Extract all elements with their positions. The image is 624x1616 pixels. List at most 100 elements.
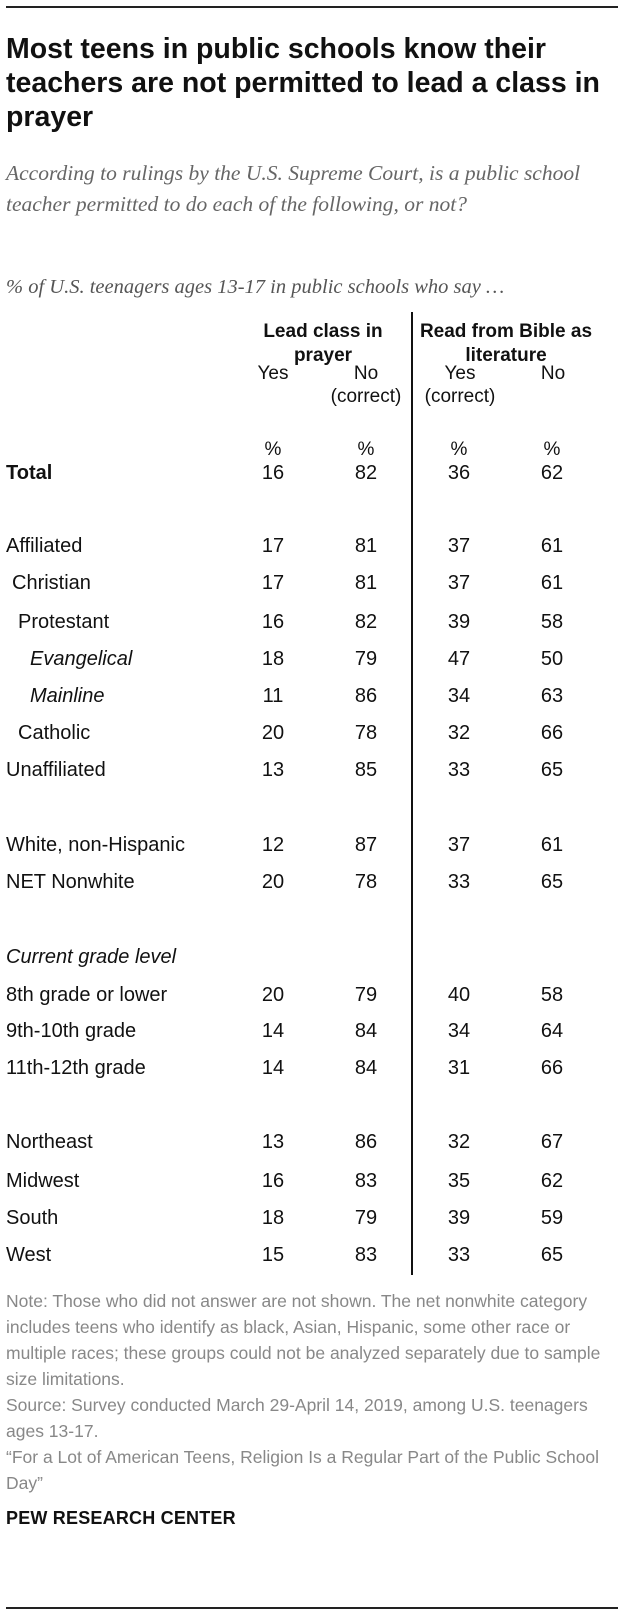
value-read-bible-yes-correct: 32 <box>447 1131 471 1153</box>
value-lead-prayer-no-correct: 79 <box>354 984 378 1006</box>
table-row: Christian 17 81 37 61 <box>0 568 624 598</box>
column-header-3-line2: (correct) <box>424 386 496 407</box>
table-row: 11th-12th grade 14 84 31 66 <box>0 1053 624 1083</box>
value-read-bible-yes-correct: 32 <box>447 722 471 744</box>
percent-unit-4: % <box>543 439 561 460</box>
note-text: Note: Those who did not answer are not s… <box>6 1291 601 1389</box>
value-lead-prayer-no-correct: 81 <box>354 572 378 594</box>
value-read-bible-no: 62 <box>540 462 564 484</box>
row-label: Catholic <box>18 722 91 744</box>
table-row: South 18 79 39 59 <box>0 1203 624 1233</box>
value-read-bible-no: 58 <box>540 984 564 1006</box>
value-read-bible-yes-correct: 35 <box>447 1170 471 1192</box>
row-label: West <box>6 1244 52 1266</box>
column-header-3-line1: Yes <box>444 363 476 384</box>
table-row: Total 16 82 36 62 <box>0 458 624 488</box>
value-lead-prayer-yes: 14 <box>261 1057 285 1079</box>
source-text: Source: Survey conducted March 29-April … <box>6 1395 588 1441</box>
report-title-text: “For a Lot of American Teens, Religion I… <box>6 1447 600 1493</box>
row-label: White, non-Hispanic <box>6 834 185 856</box>
value-read-bible-yes-correct: 37 <box>447 834 471 856</box>
value-read-bible-no: 65 <box>540 759 564 781</box>
chart-subtitle: According to rulings by the U.S. Supreme… <box>6 161 581 216</box>
row-label: Northeast <box>6 1131 93 1153</box>
value-read-bible-yes-correct: 39 <box>447 1207 471 1229</box>
value-lead-prayer-yes: 14 <box>261 1020 285 1042</box>
row-label: NET Nonwhite <box>6 871 135 893</box>
row-label: Affiliated <box>6 535 83 557</box>
value-read-bible-yes-correct: 34 <box>447 1020 471 1042</box>
value-lead-prayer-no-correct: 84 <box>354 1020 378 1042</box>
value-read-bible-yes-correct: 33 <box>447 871 471 893</box>
row-label: Unaffiliated <box>6 759 106 781</box>
value-read-bible-no: 61 <box>540 572 564 594</box>
chart-title: Most teens in public schools know their … <box>6 33 600 133</box>
value-read-bible-yes-correct: 33 <box>447 1244 471 1266</box>
value-lead-prayer-no-correct: 81 <box>354 535 378 557</box>
value-lead-prayer-yes: 20 <box>261 871 285 893</box>
organization-name: PEW RESEARCH CENTER <box>6 1508 236 1528</box>
column-divider <box>411 312 413 1275</box>
value-read-bible-no: 67 <box>540 1131 564 1153</box>
value-read-bible-yes-correct: 36 <box>447 462 471 484</box>
value-lead-prayer-no-correct: 86 <box>354 685 378 707</box>
section-label-grade-level: Current grade level <box>6 946 177 968</box>
value-read-bible-no: 61 <box>540 834 564 856</box>
column-header-4-line2: No <box>540 363 566 384</box>
column-group-lead-prayer: Lead class in prayer <box>263 321 383 366</box>
value-read-bible-yes-correct: 31 <box>447 1057 471 1079</box>
column-header-2-line2: (correct) <box>330 386 402 407</box>
table-row: 9th-10th grade 14 84 34 64 <box>0 1016 624 1046</box>
value-lead-prayer-yes: 17 <box>261 535 285 557</box>
table-row: Affiliated 17 81 37 61 <box>0 531 624 561</box>
percent-unit-1: % <box>264 439 282 460</box>
value-lead-prayer-yes: 16 <box>261 611 285 633</box>
table-row: Unaffiliated 13 85 33 65 <box>0 755 624 785</box>
column-header-4: No <box>508 362 598 385</box>
row-label: Christian <box>12 572 91 594</box>
value-lead-prayer-yes: 13 <box>261 1131 285 1153</box>
table-row: Evangelical 18 79 47 50 <box>0 644 624 674</box>
row-label: Total <box>6 462 53 484</box>
column-group-read-bible: Read from Bible as literature <box>419 321 593 366</box>
value-read-bible-no: 65 <box>540 1244 564 1266</box>
table-row: Protestant 16 82 39 58 <box>0 607 624 637</box>
value-lead-prayer-yes: 18 <box>261 1207 285 1229</box>
value-read-bible-yes-correct: 40 <box>447 984 471 1006</box>
value-read-bible-yes-correct: 47 <box>447 648 471 670</box>
value-read-bible-no: 61 <box>540 535 564 557</box>
value-lead-prayer-no-correct: 87 <box>354 834 378 856</box>
column-header-1: Yes <box>228 362 318 385</box>
value-lead-prayer-no-correct: 82 <box>354 462 378 484</box>
row-label: South <box>6 1207 59 1229</box>
value-lead-prayer-yes: 12 <box>261 834 285 856</box>
value-lead-prayer-yes: 17 <box>261 572 285 594</box>
table-row: NET Nonwhite 20 78 33 65 <box>0 867 624 897</box>
table-row: White, non-Hispanic 12 87 37 61 <box>0 830 624 860</box>
value-lead-prayer-no-correct: 83 <box>354 1244 378 1266</box>
top-rule <box>6 6 618 8</box>
column-header-2: No (correct) <box>318 362 414 408</box>
row-label: 11th-12th grade <box>6 1057 146 1079</box>
table-row: 8th grade or lower 20 79 40 58 <box>0 980 624 1010</box>
row-label: Evangelical <box>30 648 133 670</box>
value-read-bible-no: 65 <box>540 871 564 893</box>
value-read-bible-no: 66 <box>540 1057 564 1079</box>
value-read-bible-no: 66 <box>540 722 564 744</box>
value-lead-prayer-no-correct: 78 <box>354 871 378 893</box>
row-label: Mainline <box>30 685 105 707</box>
value-lead-prayer-yes: 20 <box>261 722 285 744</box>
table-row: Catholic 20 78 32 66 <box>0 718 624 748</box>
table-row: West 15 83 33 65 <box>0 1240 624 1270</box>
row-label: 8th grade or lower <box>6 984 168 1006</box>
row-label: Protestant <box>18 611 110 633</box>
value-read-bible-no: 59 <box>540 1207 564 1229</box>
row-label: Midwest <box>6 1170 80 1192</box>
value-lead-prayer-yes: 13 <box>261 759 285 781</box>
value-lead-prayer-no-correct: 82 <box>354 611 378 633</box>
value-lead-prayer-yes: 11 <box>262 685 284 707</box>
row-label: 9th-10th grade <box>6 1020 137 1042</box>
value-lead-prayer-yes: 15 <box>261 1244 285 1266</box>
table-row: Mainline 11 86 34 63 <box>0 681 624 711</box>
value-read-bible-yes-correct: 39 <box>447 611 471 633</box>
